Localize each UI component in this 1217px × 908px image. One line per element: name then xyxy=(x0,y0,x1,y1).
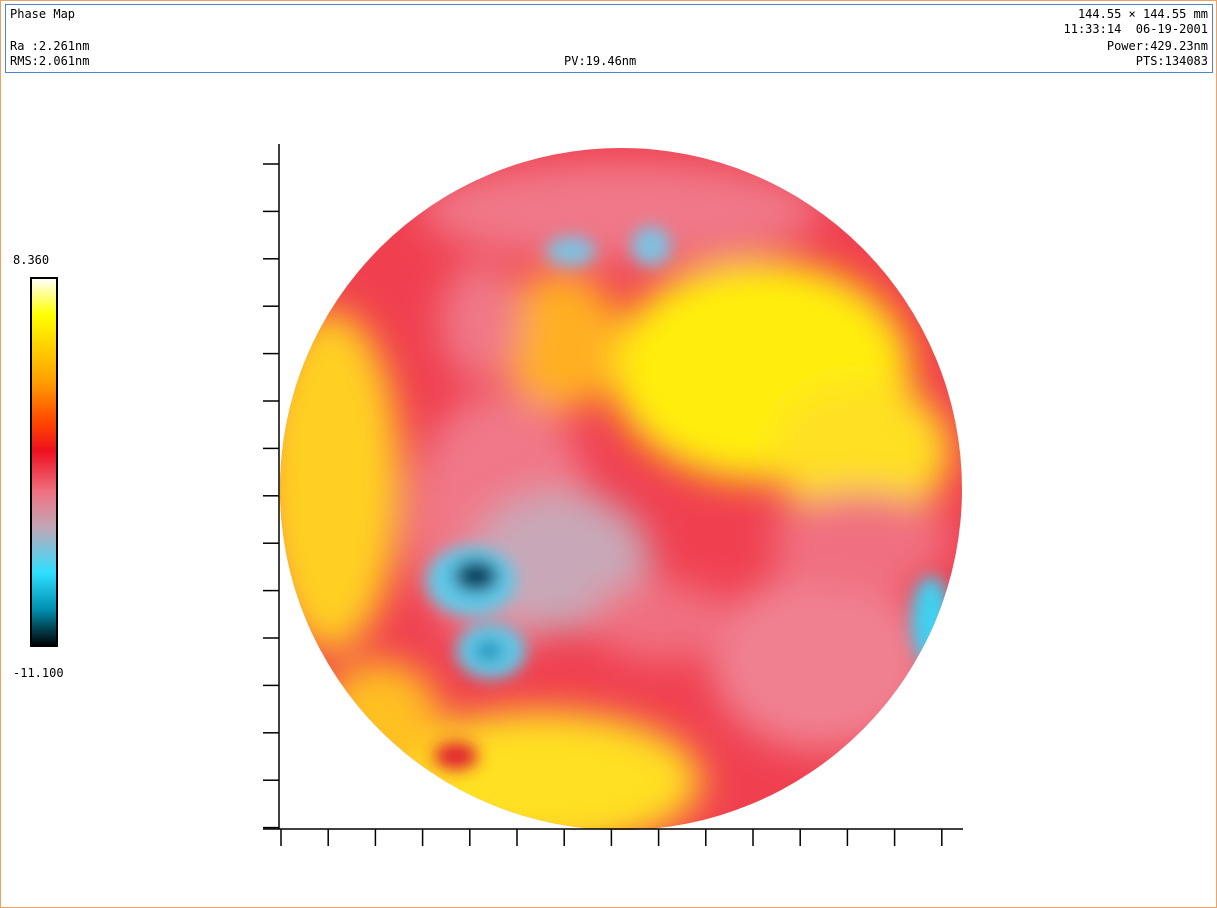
rms: RMS:2.061nm xyxy=(10,54,90,68)
pts: PTS:134083 xyxy=(1135,54,1208,68)
pv: PV:19.46nm xyxy=(564,54,637,68)
colorbar-min: -11.100 xyxy=(13,666,64,680)
size: 144.55 × 144.55 mm xyxy=(1077,7,1208,21)
timestamp: 11:33:14 06-19-2001 xyxy=(1063,22,1209,36)
power: Power:429.23nm xyxy=(1106,39,1208,53)
header-box: Phase Map 144.55 × 144.55 mm 11:33:14 06… xyxy=(5,4,1213,73)
axes xyxy=(263,144,963,846)
title: Phase Map xyxy=(10,7,76,21)
ra: Ra :2.261nm xyxy=(10,39,90,53)
phase-map xyxy=(280,148,962,830)
colorbar xyxy=(30,277,58,647)
colorbar-max: 8.360 xyxy=(13,253,50,267)
